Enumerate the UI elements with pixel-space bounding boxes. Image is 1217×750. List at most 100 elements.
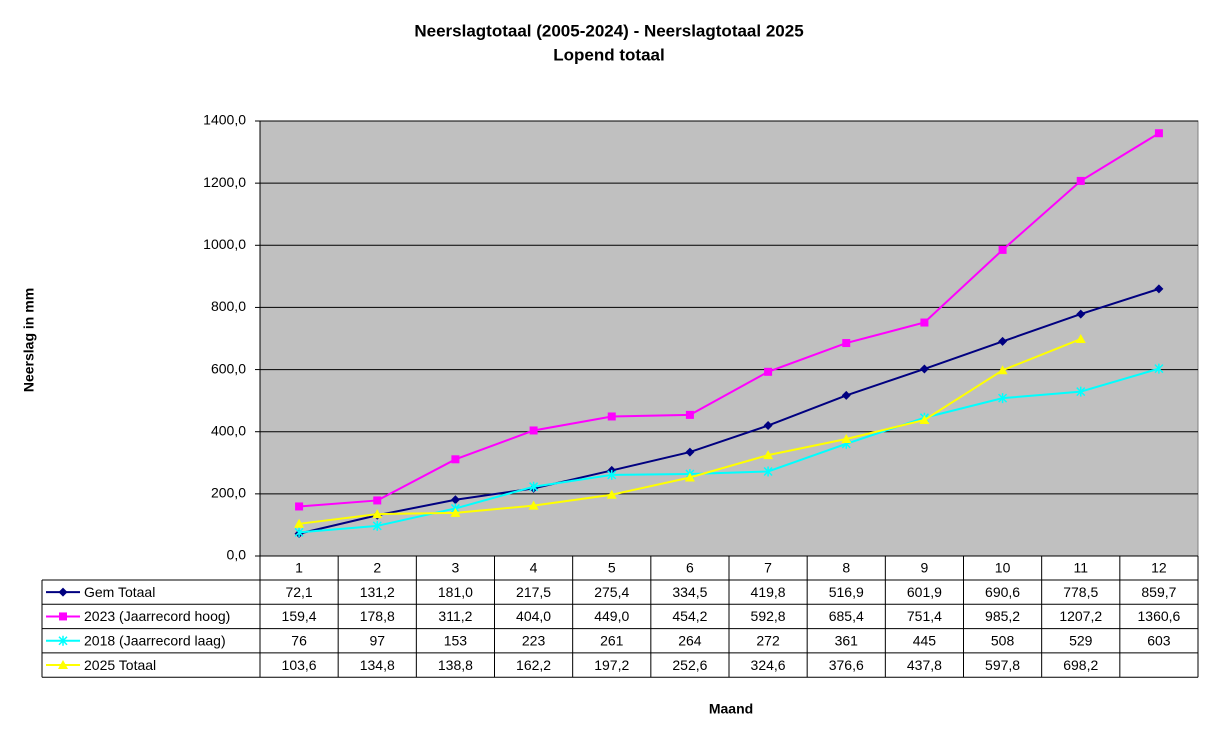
point bbox=[294, 518, 305, 528]
y-axis-label: Neerslag in mm bbox=[21, 288, 37, 392]
point bbox=[451, 455, 460, 464]
point bbox=[763, 450, 774, 460]
table-value: 445 bbox=[913, 632, 937, 648]
x-tick-label: 6 bbox=[686, 560, 694, 576]
chart-subtitle: Lopend totaal bbox=[553, 45, 664, 64]
table-value: 592,8 bbox=[751, 608, 786, 624]
table-value: 162,2 bbox=[516, 657, 551, 673]
table-value: 261 bbox=[600, 632, 624, 648]
y-tick-label: 1200,0 bbox=[203, 174, 246, 190]
table-value: 603 bbox=[1147, 632, 1171, 648]
y-tick-label: 400,0 bbox=[211, 422, 246, 438]
point bbox=[919, 414, 930, 424]
table-value: 97 bbox=[369, 632, 385, 648]
x-tick-label: 4 bbox=[530, 560, 538, 576]
y-tick-label: 600,0 bbox=[211, 360, 246, 376]
point bbox=[1076, 309, 1086, 319]
table-value: 508 bbox=[991, 632, 1015, 648]
point bbox=[998, 393, 1008, 404]
x-tick-label: 12 bbox=[1151, 560, 1167, 576]
y-tick-label: 200,0 bbox=[211, 485, 246, 501]
table-value: 76 bbox=[291, 632, 307, 648]
table-value: 334,5 bbox=[672, 584, 707, 600]
point bbox=[764, 367, 773, 376]
point bbox=[685, 410, 694, 419]
series-line bbox=[299, 132, 1160, 508]
table-value: 437,8 bbox=[907, 657, 942, 673]
point bbox=[294, 527, 304, 538]
table-value: 324,6 bbox=[751, 657, 786, 673]
point bbox=[606, 489, 617, 499]
x-axis-label: Maand bbox=[709, 701, 753, 717]
point bbox=[1154, 363, 1164, 374]
x-tick-label: 1 bbox=[295, 560, 303, 576]
table-value: 1360,6 bbox=[1138, 608, 1181, 624]
table-value: 1207,2 bbox=[1059, 608, 1102, 624]
point bbox=[450, 507, 461, 517]
point bbox=[1075, 334, 1086, 344]
point bbox=[373, 496, 382, 505]
table-value: 698,2 bbox=[1063, 657, 1098, 673]
chart-title: Neerslagtotaal (2005-2024) - Neerslagtot… bbox=[414, 21, 803, 40]
point bbox=[372, 509, 383, 519]
x-tick-label: 2 bbox=[373, 560, 381, 576]
point bbox=[58, 587, 68, 597]
table-value: 153 bbox=[444, 632, 468, 648]
legend-label: Gem Totaal bbox=[84, 584, 155, 600]
plot-area bbox=[259, 120, 1199, 557]
table-value: 778,5 bbox=[1063, 584, 1098, 600]
table-value: 181,0 bbox=[438, 584, 473, 600]
point bbox=[58, 635, 68, 646]
table-value: 454,2 bbox=[672, 608, 707, 624]
table-value: 264 bbox=[678, 632, 702, 648]
table-value: 516,9 bbox=[829, 584, 864, 600]
point bbox=[1076, 386, 1086, 397]
table-value: 529 bbox=[1069, 632, 1093, 648]
table-value: 178,8 bbox=[360, 608, 395, 624]
series-line bbox=[298, 287, 1160, 535]
x-tick-label: 9 bbox=[921, 560, 929, 576]
point bbox=[528, 500, 539, 510]
point bbox=[1076, 176, 1085, 185]
table-value: 311,2 bbox=[438, 608, 472, 624]
table-value: 131,2 bbox=[360, 584, 395, 600]
point bbox=[607, 469, 617, 480]
point bbox=[841, 390, 851, 400]
point bbox=[920, 318, 929, 327]
table-value: 376,6 bbox=[829, 657, 864, 673]
point bbox=[372, 520, 382, 531]
point bbox=[919, 364, 929, 374]
table-value: 597,8 bbox=[985, 657, 1020, 673]
point bbox=[763, 421, 773, 431]
table-value: 217,5 bbox=[516, 584, 551, 600]
table-value: 103,6 bbox=[282, 657, 317, 673]
point bbox=[841, 433, 852, 443]
legend-label: 2018 (Jaarrecord laag) bbox=[84, 632, 226, 648]
table-value: 449,0 bbox=[594, 608, 629, 624]
x-tick-label: 5 bbox=[608, 560, 616, 576]
point bbox=[763, 466, 773, 477]
table-value: 272 bbox=[756, 632, 780, 648]
x-tick-label: 3 bbox=[452, 560, 460, 576]
table-value: 275,4 bbox=[594, 584, 629, 600]
point bbox=[842, 339, 851, 348]
table-value: 197,2 bbox=[594, 657, 629, 673]
legend-label: 2023 (Jaarrecord hoog) bbox=[84, 608, 230, 624]
y-tick-label: 1400,0 bbox=[203, 112, 246, 128]
x-tick-label: 7 bbox=[764, 560, 772, 576]
point bbox=[58, 660, 68, 670]
table-value: 859,7 bbox=[1141, 584, 1176, 600]
table-value: 685,4 bbox=[829, 608, 864, 624]
point bbox=[529, 481, 539, 492]
table-value: 404,0 bbox=[516, 608, 551, 624]
x-tick-label: 11 bbox=[1073, 560, 1088, 576]
table-value: 134,8 bbox=[360, 657, 395, 673]
series-line bbox=[299, 367, 1160, 534]
y-tick-label: 800,0 bbox=[211, 298, 246, 314]
table-value: 159,4 bbox=[282, 608, 317, 624]
point bbox=[998, 336, 1008, 346]
table-value: 361 bbox=[835, 632, 859, 648]
table-value: 138,8 bbox=[438, 657, 473, 673]
y-tick-label: 1000,0 bbox=[203, 236, 246, 252]
point bbox=[684, 472, 695, 482]
